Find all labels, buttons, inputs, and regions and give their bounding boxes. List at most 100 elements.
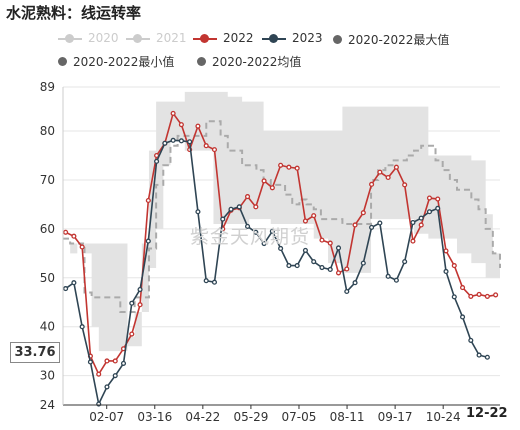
point-2022 [402,182,408,188]
point-2023 [311,259,317,265]
last-value-label: 33.76 [10,342,60,363]
point-2023 [385,273,391,279]
point-2022 [484,293,490,299]
point-2023 [344,288,350,295]
point-2022 [170,110,176,116]
point-2023 [162,140,168,146]
point-2023 [261,241,267,247]
watermark: 紫金天风期货 [190,226,311,248]
point-2023 [369,224,375,230]
point-2023 [104,384,110,390]
y-tick-label: 60 [40,222,55,236]
point-2022 [96,371,102,377]
x-axis-end-label: 12-22 [466,406,508,421]
point-2022 [344,266,350,272]
point-2023 [112,373,118,379]
point-2023 [393,277,399,283]
legend-item-2023[interactable]: 2023 [262,31,323,45]
point-2022 [410,238,416,244]
point-2022 [369,181,375,187]
point-2022 [286,164,292,170]
point-2023 [410,219,416,226]
point-2022 [211,147,218,153]
point-2023 [87,359,93,365]
point-2022 [493,292,499,298]
point-2023 [278,245,284,251]
point-2022 [195,123,201,129]
point-2022 [302,218,308,224]
point-2023 [203,278,209,284]
point-2023 [244,223,251,229]
legend-swatch-2022 [193,33,217,43]
legend-item-2021[interactable]: 2021 [126,31,187,45]
point-2023 [377,220,383,226]
point-2022 [129,331,135,337]
legend-dot-max [333,35,342,44]
point-2023 [187,139,193,145]
point-2022 [145,197,151,204]
legend-label-mean: 2020-2022均值 [212,55,302,69]
legend-swatch-2023 [262,33,286,43]
point-2023 [468,337,474,343]
point-2022 [71,233,77,239]
point-2022 [253,204,259,210]
y-tick-label: 70 [40,173,55,187]
chart-title: 水泥熟料：线运转率 [6,4,142,22]
point-2022 [460,285,466,291]
point-2023 [137,286,143,293]
point-2023 [294,263,300,269]
series-line-2023 [65,139,488,407]
point-2023 [253,229,259,235]
point-2022 [451,263,457,269]
point-2023 [269,228,275,234]
point-2023 [71,280,77,286]
x-tick-label: 08-11 [330,410,365,424]
y-tick-label: 24 [40,398,55,412]
point-2022 [104,358,110,364]
legend-dot-mean [197,57,206,66]
legend-item-2022[interactable]: 2022 [193,31,254,45]
y-tick-label: 30 [40,369,55,383]
y-tick-label: 50 [40,271,55,285]
band-max-min-area [63,91,500,352]
point-2023 [302,247,308,253]
point-2022 [377,169,383,175]
point-2023 [145,238,151,244]
chart-legend: 2020 2021 2022 2023 2020-2022最大值 2020-20… [0,0,520,80]
point-2023 [220,216,226,222]
legend-item-2020[interactable]: 2020 [58,31,119,45]
legend-item-min[interactable]: 2020-2022最小值 [58,53,174,70]
x-tick-label: 07-05 [282,410,317,424]
legend-dot-min [58,57,67,66]
point-2022 [278,162,284,168]
point-2023 [484,354,490,360]
point-2023 [154,158,160,164]
x-tick-label: 09-17 [378,410,413,424]
point-2023 [443,268,449,274]
y-tick-label: 80 [40,124,55,138]
point-2022 [294,165,300,171]
point-2023 [319,264,325,271]
legend-label-min: 2020-2022最小值 [73,55,175,69]
point-2022 [311,213,317,219]
legend-item-mean[interactable]: 2020-2022均值 [197,53,301,70]
point-2022 [112,358,118,364]
point-2022 [426,195,433,201]
point-2022 [203,143,209,149]
point-2023 [79,324,85,330]
point-2022 [178,122,184,128]
point-2022 [261,178,267,184]
legend-label-max: 2020-2022最大值 [348,33,450,47]
y-tick-label: 89 [40,80,55,94]
x-tick-label: 04-22 [185,410,220,424]
point-2022 [352,222,358,228]
legend-label-2022: 2022 [223,31,254,45]
point-2023 [129,300,135,306]
legend-item-max[interactable]: 2020-2022最大值 [333,31,449,48]
legend-label-2021: 2021 [156,31,187,45]
point-2022 [476,291,482,297]
point-2022 [468,293,474,299]
point-2023 [170,137,176,143]
point-2022 [327,240,333,246]
